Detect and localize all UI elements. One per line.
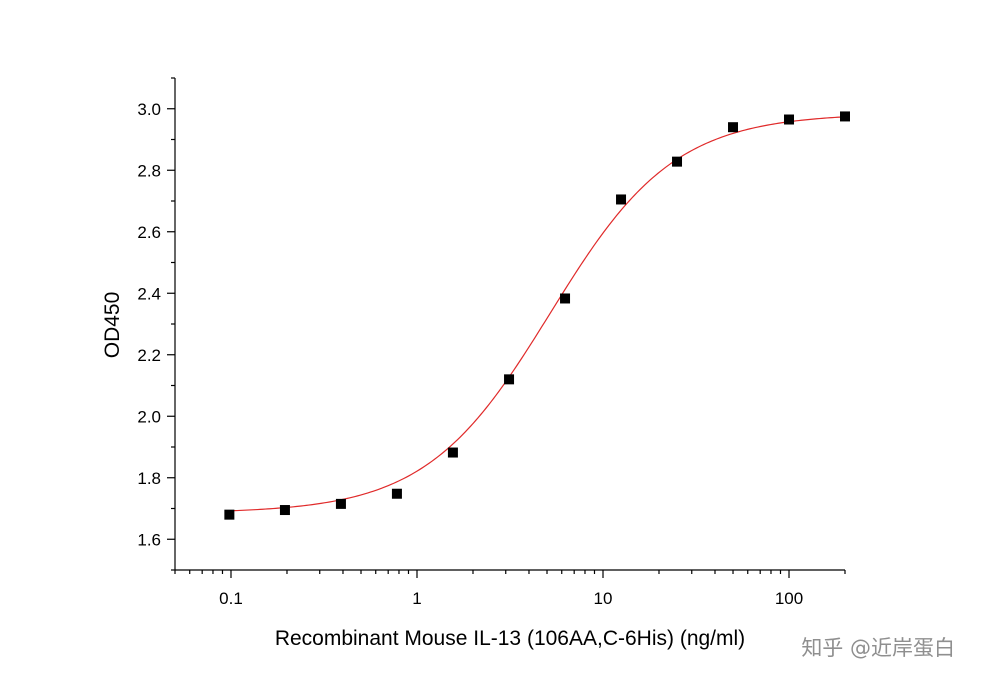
y-tick-label: 2.0 xyxy=(137,407,161,426)
data-point xyxy=(784,114,795,125)
x-tick-label: 0.1 xyxy=(219,589,243,608)
y-tick-label: 3.0 xyxy=(137,100,161,119)
fit-curve-layer xyxy=(229,116,846,512)
x-tick-label: 100 xyxy=(775,589,803,608)
data-point xyxy=(279,505,290,516)
fit-curve xyxy=(229,116,846,512)
data-point xyxy=(224,509,235,520)
y-tick-label: 2.8 xyxy=(137,161,161,180)
x-axis: 0.1 1 10 100 xyxy=(174,569,846,608)
y-tick-label: 2.2 xyxy=(137,346,161,365)
y-tick-label: 2.4 xyxy=(137,284,161,303)
x-axis-title: Recombinant Mouse IL-13 (106AA,C-6His) (… xyxy=(275,627,745,650)
y-tick-label: 2.6 xyxy=(137,223,161,242)
y-axis: 1.6 1.8 2.0 2.2 2.4 2.6 2.8 3.0 xyxy=(137,77,176,571)
data-points-layer xyxy=(224,111,850,520)
data-point xyxy=(504,374,515,385)
x-tick-label: 1 xyxy=(412,589,421,608)
watermark: 知乎 @近岸蛋白 xyxy=(801,636,955,660)
data-point xyxy=(728,122,739,133)
y-tick-label: 1.8 xyxy=(137,469,161,488)
data-point xyxy=(840,111,850,122)
data-point xyxy=(335,498,346,509)
data-point xyxy=(616,194,627,205)
y-axis-title: OD450 xyxy=(101,292,124,359)
data-point xyxy=(672,156,683,167)
x-tick-label: 10 xyxy=(594,589,613,608)
data-point xyxy=(391,488,402,499)
data-point xyxy=(560,293,571,304)
data-point xyxy=(447,447,458,458)
y-tick-label: 1.6 xyxy=(137,530,161,549)
